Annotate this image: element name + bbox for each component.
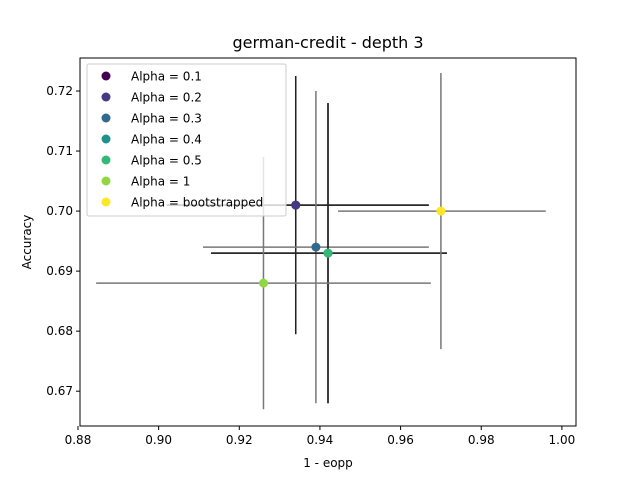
x-tick-label: 0.90 — [145, 433, 172, 447]
chart-title: german-credit - depth 3 — [232, 33, 423, 52]
legend-marker-1 — [101, 92, 111, 102]
data-point-6 — [436, 206, 446, 216]
x-tick-label: 0.96 — [387, 433, 414, 447]
legend-label-4: Alpha = 0.5 — [131, 154, 202, 168]
legend-marker-4 — [101, 155, 111, 165]
legend-marker-2 — [101, 113, 111, 123]
legend-label-1: Alpha = 0.2 — [131, 91, 202, 105]
axes-frame — [79, 57, 577, 427]
legend-marker-5 — [101, 176, 111, 186]
y-tick-label: 0.68 — [46, 324, 73, 338]
legend-items: Alpha = 0.1 Alpha = 0.2 Alpha = 0.3 Alpha =… — [101, 70, 263, 210]
x-tick-label: 0.94 — [307, 433, 334, 447]
data-point-4 — [323, 248, 333, 258]
legend-marker-0 — [101, 71, 111, 81]
legend: Alpha = 0.1 Alpha = 0.2 Alpha = 0.3 Alpha =… — [86, 63, 287, 217]
y-tick-label: 0.71 — [46, 144, 73, 158]
x-axis-label: 1 - eopp — [303, 456, 353, 470]
legend-label-3: Alpha = 0.4 — [131, 133, 202, 147]
data-point-2 — [311, 242, 321, 252]
legend-label-0: Alpha = 0.1 — [131, 70, 202, 84]
x-tick-label: 0.92 — [226, 433, 253, 447]
x-tick-label: 1.00 — [549, 433, 576, 447]
legend-marker-6 — [101, 197, 111, 207]
y-tick-label: 0.67 — [46, 384, 73, 398]
y-axis: 0.67 0.68 0.69 0.70 0.71 0.72 — [46, 84, 80, 398]
legend-label-6: Alpha = bootstrapped — [131, 196, 263, 210]
points-layer — [258, 200, 446, 288]
y-tick-label: 0.69 — [46, 264, 73, 278]
legend-label-2: Alpha = 0.3 — [131, 112, 202, 126]
legend-box — [86, 63, 287, 217]
x-tick-label: 0.88 — [65, 433, 92, 447]
y-axis-label: Accuracy — [20, 215, 34, 270]
x-tick-label: 0.98 — [468, 433, 495, 447]
data-point-1 — [291, 200, 301, 210]
y-tick-label: 0.70 — [46, 204, 73, 218]
legend-label-5: Alpha = 1 — [131, 175, 190, 189]
legend-marker-3 — [101, 134, 111, 144]
x-axis: 0.88 0.90 0.92 0.94 0.96 0.98 1.00 — [65, 426, 576, 447]
y-tick-label: 0.72 — [46, 84, 73, 98]
data-point-5 — [258, 278, 268, 288]
